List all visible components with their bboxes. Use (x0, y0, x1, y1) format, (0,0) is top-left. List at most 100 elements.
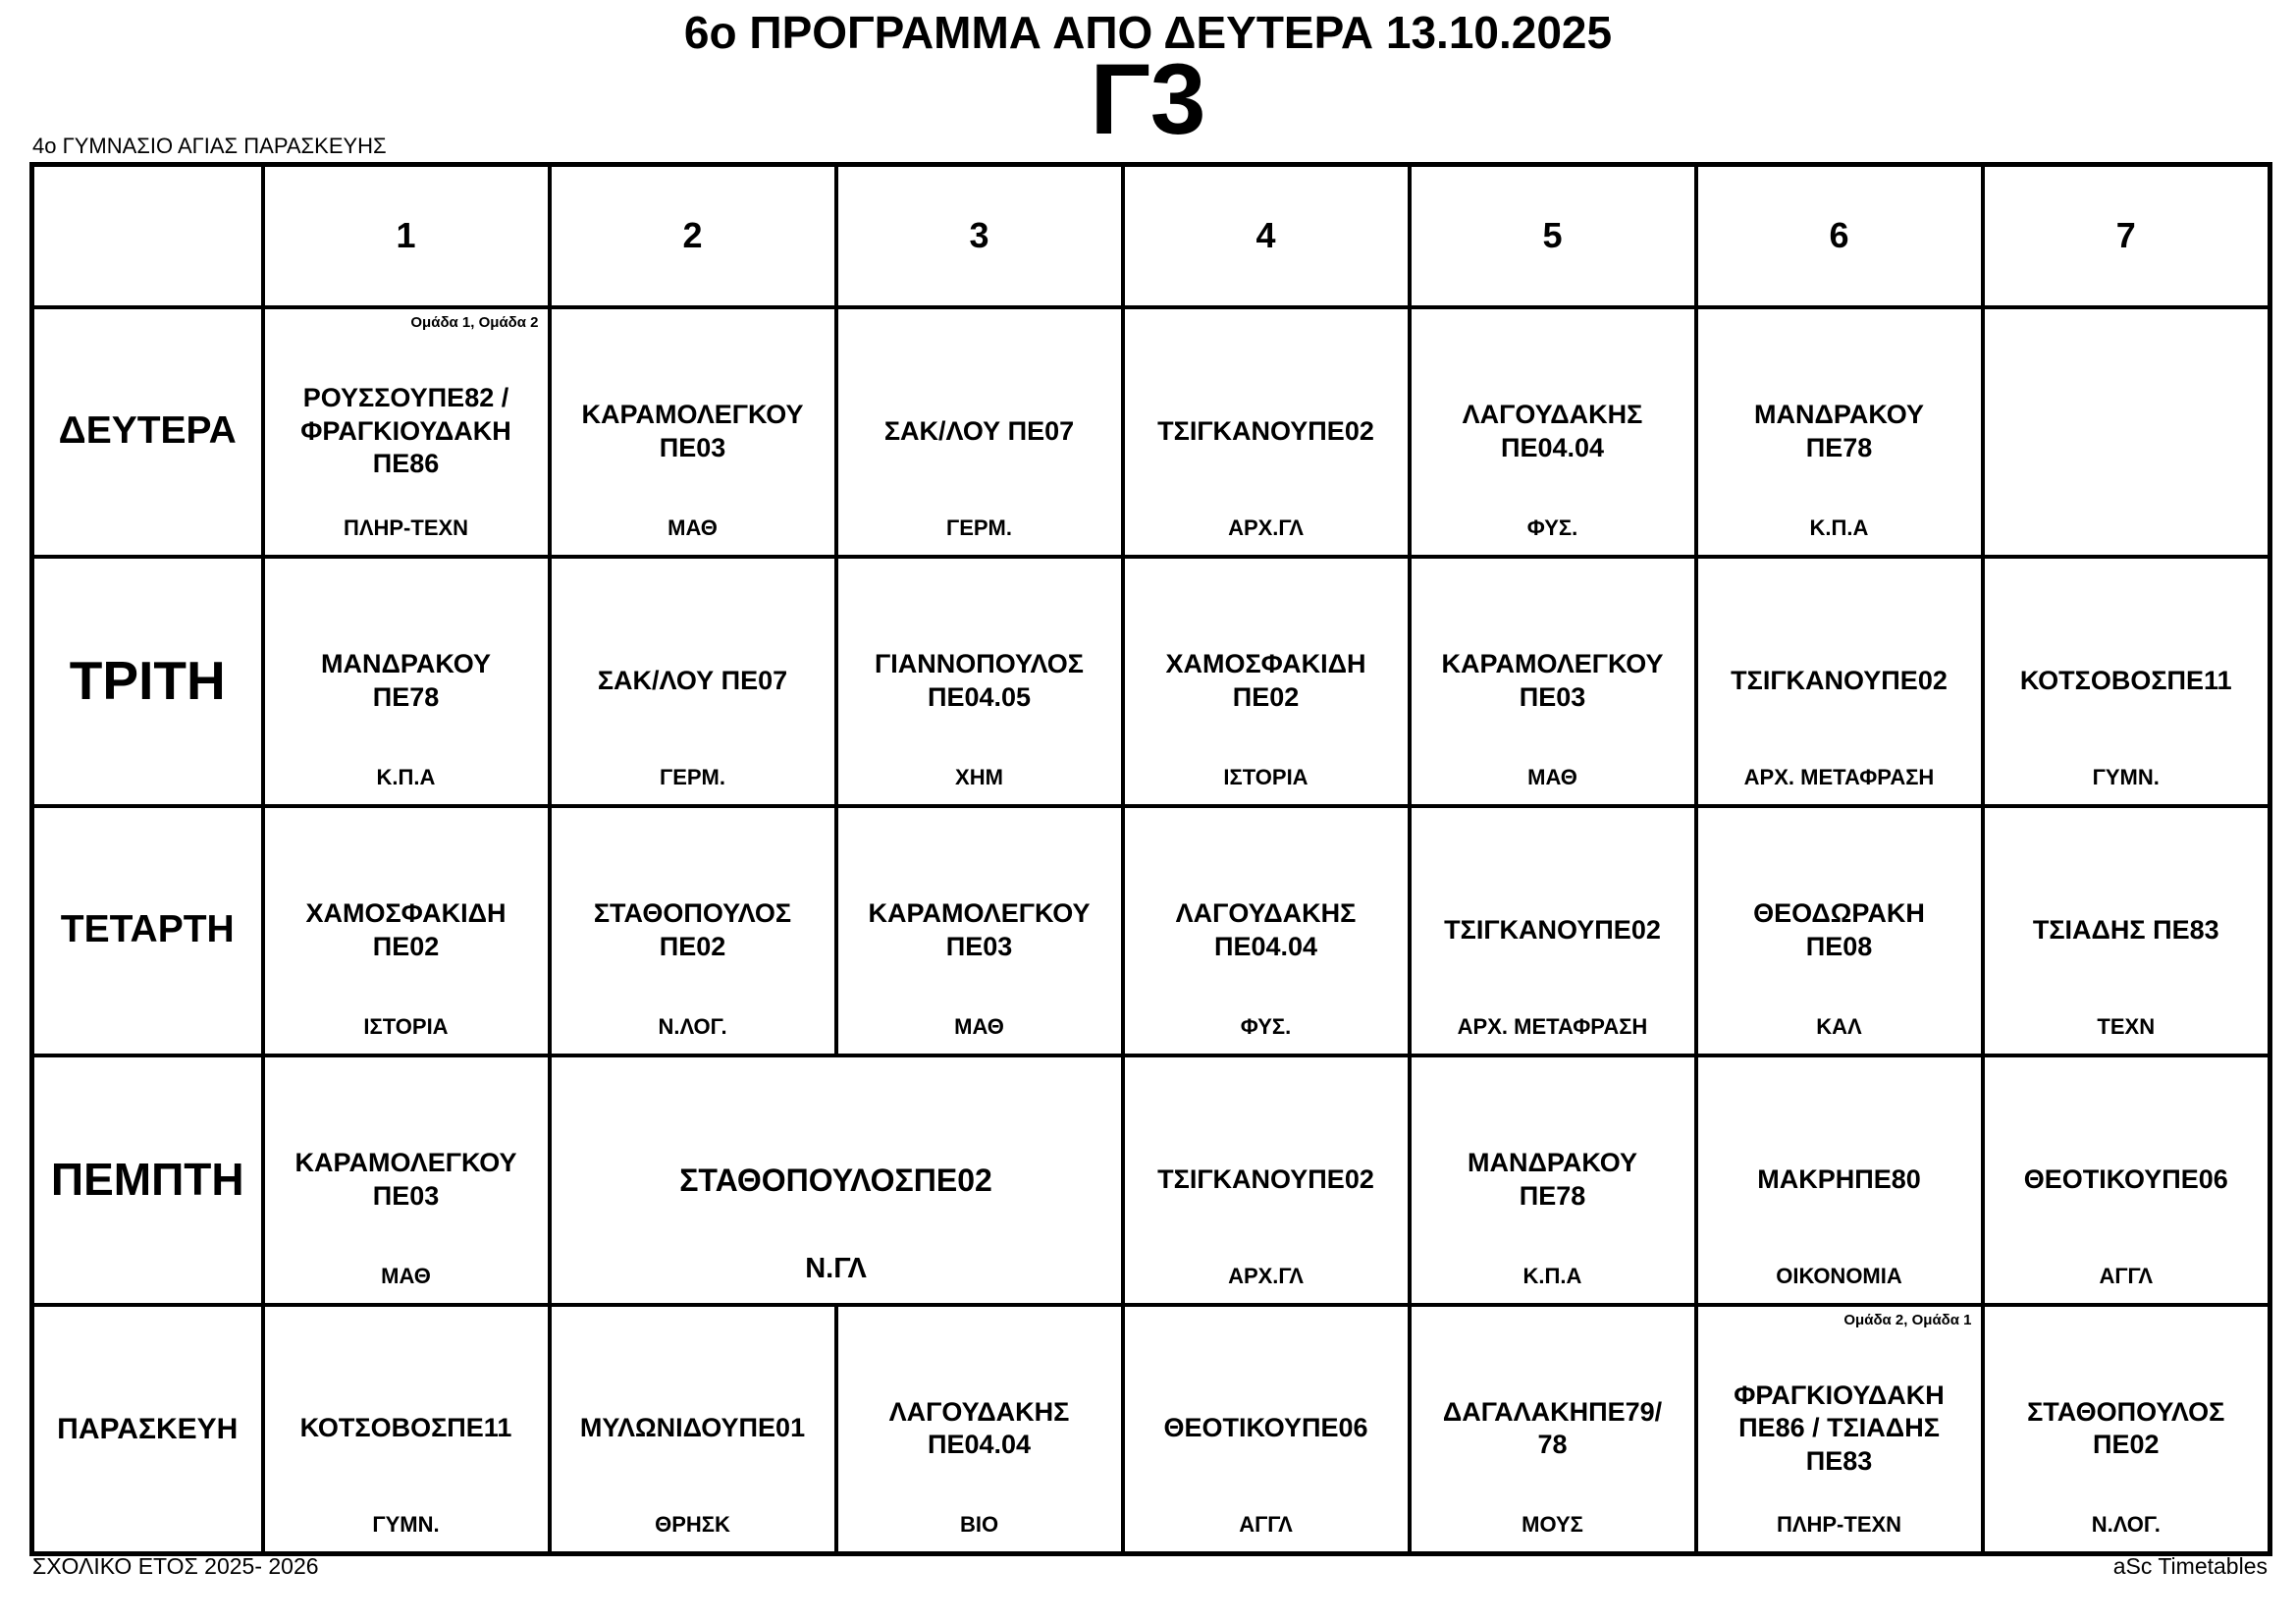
period-header: 4 (1120, 162, 1412, 309)
subject-name: ΟΙΚΟΝΟΜΙΑ (1776, 1263, 1902, 1288)
day-label-text: ΤΡΙΤΗ (69, 649, 226, 711)
day-label-text: ΠΕΜΠΤΗ (50, 1154, 244, 1206)
subject-name: Κ.Π.Α (1809, 514, 1869, 540)
timetable-cell: ΜΑΝΔΡΑΚΟΥ ΠΕ78 Κ.Π.Α (260, 554, 552, 808)
subject-name: ΑΡΧ.ΓΛ (1228, 514, 1304, 540)
teacher-name-text: ΤΣΙΓΚΑΝΟΥΠΕ02 (1444, 914, 1661, 945)
timetable-cell: ΜΑΚΡΗΠΕ80 ΟΙΚΟΝΟΜΙΑ (1693, 1053, 1985, 1307)
subject-name: ΓΕΡΜ. (659, 764, 725, 789)
teacher-name: ΡΟΥΣΣΟΥΠΕ82 / ΦΡΑΓΚΙΟΥΔΑΚΗ ΠΕ86 (267, 311, 546, 553)
teacher-name: ΤΣΙΓΚΑΝΟΥΠΕ02 (1414, 810, 1692, 1052)
period-number: 2 (682, 215, 703, 256)
timetable-cell: ΘΕΟΔΩΡΑΚΗ ΠΕ08 ΚΑΛ (1693, 803, 1985, 1057)
timetable-cell: ΤΣΙΑΔΗΣ ΠΕ83 ΤΕΧΝ (1980, 803, 2272, 1057)
subject-name: ΒΙΟ (959, 1512, 999, 1537)
timetable-cell: ΣΤΑΘΟΠΟΥΛΟΣ ΠΕ02 Ν.ΛΟΓ. (547, 803, 838, 1057)
group-note: Ομάδα 1, Ομάδα 2 (410, 313, 539, 331)
timetable-cell: ΚΑΡΑΜΟΛΕΓΚΟΥ ΠΕ03 ΜΑΘ (833, 803, 1125, 1057)
timetable-cell: ΚΟΤΣΟΒΟΣΠΕ11 ΓΥΜΝ. (1980, 554, 2272, 808)
group-note: Ομάδα 2, Ομάδα 1 (1843, 1311, 1972, 1328)
subject-name: ΜΑΘ (381, 1263, 431, 1288)
teacher-name: ΚΟΤΣΟΒΟΣΠΕ11 (1987, 561, 2267, 802)
period-number: 1 (396, 215, 416, 256)
timetable-cell: ΚΑΡΑΜΟΛΕΓΚΟΥ ΠΕ03 ΜΑΘ (260, 1053, 552, 1307)
teacher-name-text: ΘΕΟΤΙΚΟΥΠΕ06 (1163, 1413, 1368, 1443)
teacher-name-text: ΧΑΜΟΣΦΑΚΙΔΗ ΠΕ02 (305, 897, 507, 961)
timetable-cell: ΛΑΓΟΥΔΑΚΗΣ ΠΕ04.04 ΒΙΟ (833, 1302, 1125, 1556)
empty-cell (1980, 304, 2272, 559)
subject-name: ΧΗΜ (955, 764, 1003, 789)
teacher-name: ΣΑΚ/ΛΟΥ ΠΕ07 (840, 311, 1119, 553)
day-row: ΠΕΜΠΤΗ ΚΑΡΑΜΟΛΕΓΚΟΥ ΠΕ03 ΜΑΘ ΣΤΑΘΟΠΟΥΛΟΣΠΕ0… (29, 1053, 2272, 1307)
subject-name: ΓΥΜΝ. (2092, 764, 2160, 789)
teacher-name-text: ΚΟΤΣΟΒΟΣΠΕ11 (2019, 665, 2232, 695)
teacher-name: ΛΑΓΟΥΔΑΚΗΣ ΠΕ04.04 (1127, 810, 1406, 1052)
subject-name: ΜΑΘ (954, 1013, 1004, 1039)
teacher-name: ΜΑΝΔΡΑΚΟΥ ΠΕ78 (267, 561, 546, 802)
timetable-cell: ΣΤΑΘΟΠΟΥΛΟΣ ΠΕ02 Ν.ΛΟΓ. (1980, 1302, 2272, 1556)
day-row: ΤΕΤΑΡΤΗ ΧΑΜΟΣΦΑΚΙΔΗ ΠΕ02 ΙΣΤΟΡΙΑ ΣΤΑΘΟΠΟΥΛΟ… (29, 803, 2272, 1057)
teacher-name-text: ΧΑΜΟΣΦΑΚΙΔΗ ΠΕ02 (1165, 648, 1366, 712)
teacher-name-text: ΤΣΙΑΔΗΣ ΠΕ83 (2032, 914, 2219, 945)
timetable-cell: ΤΣΙΓΚΑΝΟΥΠΕ02 ΑΡΧ.ΓΛ (1120, 304, 1412, 559)
teacher-name: ΓΙΑΝΝΟΠΟΥΛΟΣ ΠΕ04.05 (840, 561, 1119, 802)
timetable-cell: ΘΕΟΤΙΚΟΥΠΕ06 ΑΓΓΛ (1120, 1302, 1412, 1556)
day-label-text: ΠΑΡΑΣΚΕΥΗ (57, 1412, 239, 1445)
day-label: ΤΡΙΤΗ (29, 554, 265, 808)
subject-name: ΙΣΤΟΡΙΑ (363, 1013, 449, 1039)
period-number: 6 (1829, 215, 1849, 256)
teacher-name-text: ΓΙΑΝΝΟΠΟΥΛΟΣ ΠΕ04.05 (874, 648, 1085, 712)
teacher-name-text: ΤΣΙΓΚΑΝΟΥΠΕ02 (1157, 1163, 1374, 1194)
teacher-name: ΘΕΟΔΩΡΑΚΗ ΠΕ08 (1700, 810, 1979, 1052)
teacher-name: ΦΡΑΓΚΙΟΥΔΑΚΗ ΠΕ86 / ΤΣΙΑΔΗΣ ΠΕ83 (1700, 1309, 1979, 1550)
day-label: ΤΕΤΑΡΤΗ (29, 803, 265, 1057)
subject-name: ΠΛΗΡ-ΤΕΧΝ (343, 514, 469, 540)
teacher-name-text: ΜΑΝΔΡΑΚΟΥ ΠΕ78 (1754, 399, 1924, 462)
subject-name: ΜΑΘ (1527, 764, 1577, 789)
teacher-name: ΜΑΝΔΡΑΚΟΥ ΠΕ78 (1414, 1059, 1692, 1301)
subject-name: ΜΟΥΣ (1522, 1512, 1583, 1537)
period-number: 7 (2115, 215, 2136, 256)
teacher-name: ΚΑΡΑΜΟΛΕΓΚΟΥ ΠΕ03 (554, 311, 832, 553)
teacher-name-text: ΜΥΛΩΝΙΔΟΥΠΕ01 (579, 1413, 806, 1443)
teacher-name-text: ΡΟΥΣΣΟΥΠΕ82 / ΦΡΑΓΚΙΟΥΔΑΚΗ ΠΕ86 (300, 382, 511, 479)
teacher-name-text: ΔΑΓΑΛΑΚΗΠΕ79/ 78 (1442, 1396, 1663, 1460)
subject-name: ΓΕΡΜ. (945, 514, 1012, 540)
teacher-name: ΤΣΙΑΔΗΣ ΠΕ83 (1987, 810, 2267, 1052)
day-row: ΠΑΡΑΣΚΕΥΗ ΚΟΤΣΟΒΟΣΠΕ11 ΓΥΜΝ. ΜΥΛΩΝΙΔΟΥΠΕ01 Θ… (29, 1302, 2272, 1556)
teacher-name-text: ΤΣΙΓΚΑΝΟΥΠΕ02 (1157, 415, 1374, 446)
teacher-name: ΘΕΟΤΙΚΟΥΠΕ06 (1987, 1059, 2267, 1301)
teacher-name: ΛΑΓΟΥΔΑΚΗΣ ΠΕ04.04 (1414, 311, 1692, 553)
subject-name: Ν.ΛΟΓ. (2091, 1512, 2161, 1537)
teacher-name: ΛΑΓΟΥΔΑΚΗΣ ΠΕ04.04 (840, 1309, 1119, 1550)
teacher-name-text: ΤΣΙΓΚΑΝΟΥΠΕ02 (1731, 665, 1948, 695)
timetable-cell: ΚΑΡΑΜΟΛΕΓΚΟΥ ΠΕ03 ΜΑΘ (1407, 554, 1698, 808)
teacher-name: ΣΑΚ/ΛΟΥ ΠΕ07 (554, 561, 832, 802)
teacher-name: ΚΑΡΑΜΟΛΕΓΚΟΥ ΠΕ03 (267, 1059, 546, 1301)
subject-name: ΦΥΣ. (1526, 514, 1578, 540)
teacher-name-text: ΦΡΑΓΚΙΟΥΔΑΚΗ ΠΕ86 / ΤΣΙΑΔΗΣ ΠΕ83 (1734, 1380, 1945, 1477)
asc-credit: aSc Timetables (2112, 1553, 2268, 1579)
timetable-cell: ΜΑΝΔΡΑΚΟΥ ΠΕ78 Κ.Π.Α (1693, 304, 1985, 559)
subject-name: ΚΑΛ (1816, 1013, 1862, 1039)
school-name: 4ο ΓΥΜΝΑΣΙΟ ΑΓΙΑΣ ΠΑΡΑΣΚΕΥΗΣ (32, 134, 387, 158)
timetable-cell: Ομάδα 1, Ομάδα 2 ΡΟΥΣΣΟΥΠΕ82 / ΦΡΑΓΚΙΟΥΔΑ… (260, 304, 552, 559)
period-header: 3 (833, 162, 1125, 309)
subject-name: ΑΡΧ. ΜΕΤΑΦΡΑΣΗ (1743, 764, 1935, 789)
teacher-name: ΘΕΟΤΙΚΟΥΠΕ06 (1127, 1309, 1406, 1550)
teacher-name-text: ΜΑΝΔΡΑΚΟΥ ΠΕ78 (321, 648, 491, 712)
timetable-cell: ΚΑΡΑΜΟΛΕΓΚΟΥ ΠΕ03 ΜΑΘ (547, 304, 838, 559)
teacher-name-text: ΘΕΟΔΩΡΑΚΗ ΠΕ08 (1753, 897, 1925, 961)
teacher-name-text: ΣΤΑΘΟΠΟΥΛΟΣ ΠΕ02 (593, 897, 792, 961)
day-row: ΔΕΥΤΕΡΑ Ομάδα 1, Ομάδα 2 ΡΟΥΣΣΟΥΠΕ82 / ΦΡΑ… (29, 304, 2272, 559)
teacher-name-text: ΘΕΟΤΙΚΟΥΠΕ06 (2023, 1163, 2228, 1194)
teacher-name-text: ΜΑΚΡΗΠΕ80 (1757, 1163, 1921, 1194)
period-number: 4 (1255, 215, 1276, 256)
day-label-text: ΤΕΤΑΡΤΗ (60, 908, 235, 951)
teacher-name: ΧΑΜΟΣΦΑΚΙΔΗ ΠΕ02 (1127, 561, 1406, 802)
timetable-cell: ΣΑΚ/ΛΟΥ ΠΕ07 ΓΕΡΜ. (833, 304, 1125, 559)
teacher-name-text: ΣΤΑΘΟΠΟΥΛΟΣ ΠΕ02 (2027, 1396, 2225, 1460)
day-row: ΤΡΙΤΗ ΜΑΝΔΡΑΚΟΥ ΠΕ78 Κ.Π.Α ΣΑΚ/ΛΟΥ ΠΕ07 ΓΕΡΜ… (29, 554, 2272, 808)
timetable-cell: ΓΙΑΝΝΟΠΟΥΛΟΣ ΠΕ04.05 ΧΗΜ (833, 554, 1125, 808)
